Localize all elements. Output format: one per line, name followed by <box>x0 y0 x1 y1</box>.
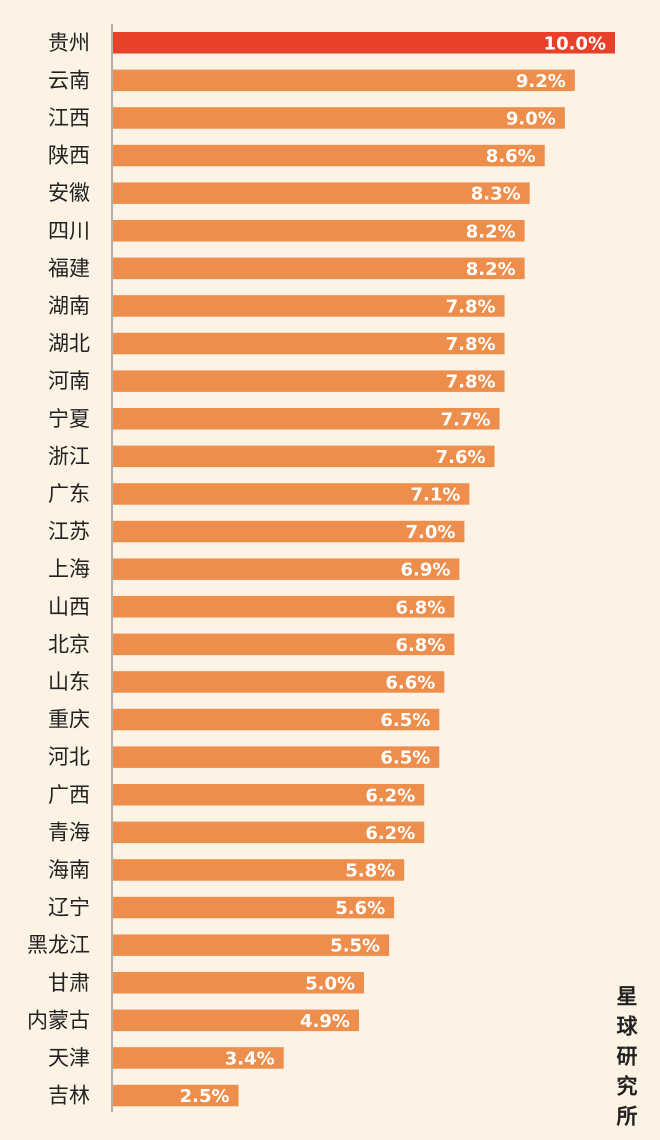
bar-28 <box>113 1084 239 1107</box>
bar-15 <box>113 596 455 618</box>
value-label: 8.3% <box>471 184 521 205</box>
bar-10 <box>113 408 500 430</box>
category-label: 浙江 <box>48 444 90 468</box>
bar-13 <box>113 520 465 543</box>
bar-17 <box>113 671 445 693</box>
category-label: 上海 <box>48 557 90 581</box>
value-label: 7.6% <box>436 447 486 468</box>
category-label: 重庆 <box>48 708 90 732</box>
bar-27 <box>113 1047 284 1069</box>
value-label: 8.2% <box>466 221 516 242</box>
category-label: 黑龙江 <box>27 933 90 957</box>
bar-6 <box>113 257 525 280</box>
category-label: 江苏 <box>48 520 90 544</box>
value-label: 5.8% <box>345 860 395 881</box>
category-label: 海南 <box>48 858 90 882</box>
category-label: 陕西 <box>48 144 90 168</box>
category-label: 湖北 <box>48 332 90 356</box>
bar-22 <box>113 859 405 881</box>
category-label: 湖南 <box>48 294 90 318</box>
category-label: 四川 <box>48 219 90 243</box>
category-label: 广西 <box>48 783 90 807</box>
category-label: 吉林 <box>48 1084 90 1108</box>
value-label: 7.1% <box>410 484 460 505</box>
bar-3 <box>113 144 545 167</box>
bar-4 <box>113 182 530 204</box>
bar-2 <box>113 107 565 129</box>
category-label: 北京 <box>48 632 90 656</box>
category-label: 江西 <box>48 106 90 130</box>
bar-0 <box>113 32 615 54</box>
bar-18 <box>113 708 440 731</box>
bar-20 <box>113 784 425 806</box>
value-label: 6.2% <box>365 823 415 844</box>
value-label: 7.8% <box>446 334 496 355</box>
watermark-text: 星球研究所 <box>614 985 639 1135</box>
value-label: 6.6% <box>385 672 435 693</box>
bar-9 <box>113 370 505 392</box>
value-label: 2.5% <box>180 1086 230 1107</box>
category-label: 山西 <box>48 595 90 619</box>
value-label: 10.0% <box>544 33 606 54</box>
value-label: 4.9% <box>300 1011 350 1032</box>
bar-11 <box>113 445 495 468</box>
bar-12 <box>113 483 470 505</box>
bar-19 <box>113 746 440 768</box>
category-label: 河南 <box>48 369 90 393</box>
value-label: 7.8% <box>446 372 496 393</box>
category-label: 安徽 <box>48 181 90 205</box>
category-label: 天津 <box>48 1046 90 1070</box>
category-label: 山东 <box>48 670 90 694</box>
bar-25 <box>113 972 364 994</box>
bar-14 <box>113 558 460 580</box>
value-label: 6.5% <box>380 748 430 769</box>
value-label: 9.0% <box>506 108 556 129</box>
value-label: 8.2% <box>466 259 516 280</box>
category-label: 贵州 <box>48 31 90 55</box>
value-label: 6.8% <box>395 597 445 618</box>
category-label: 福建 <box>48 256 90 280</box>
bar-7 <box>113 295 505 317</box>
bar-26 <box>113 1009 359 1032</box>
category-label: 内蒙古 <box>27 1008 90 1032</box>
bar-1 <box>113 69 575 92</box>
bar-23 <box>113 896 395 919</box>
value-label: 5.0% <box>305 973 355 994</box>
category-label: 青海 <box>48 820 90 844</box>
value-label: 6.5% <box>380 710 430 731</box>
category-label: 辽宁 <box>48 896 90 920</box>
category-label: 河北 <box>48 745 90 769</box>
category-label: 甘肃 <box>48 971 90 995</box>
bar-8 <box>113 332 505 355</box>
category-label: 云南 <box>48 68 90 92</box>
value-label: 7.8% <box>446 296 496 317</box>
bar-21 <box>113 821 425 844</box>
bar-16 <box>113 633 455 656</box>
value-label: 9.2% <box>516 71 566 92</box>
value-label: 6.9% <box>400 560 450 581</box>
value-label: 6.8% <box>395 635 445 656</box>
category-label: 宁夏 <box>48 407 90 431</box>
bar-5 <box>113 220 525 242</box>
value-label: 7.0% <box>405 522 455 543</box>
value-label: 8.6% <box>486 146 536 167</box>
value-label: 5.5% <box>330 936 380 957</box>
value-label: 7.7% <box>441 409 491 430</box>
bar-24 <box>113 934 390 956</box>
value-label: 5.6% <box>335 898 385 919</box>
value-label: 3.4% <box>225 1048 275 1069</box>
value-label: 6.2% <box>365 785 415 806</box>
category-label: 广东 <box>48 482 90 506</box>
